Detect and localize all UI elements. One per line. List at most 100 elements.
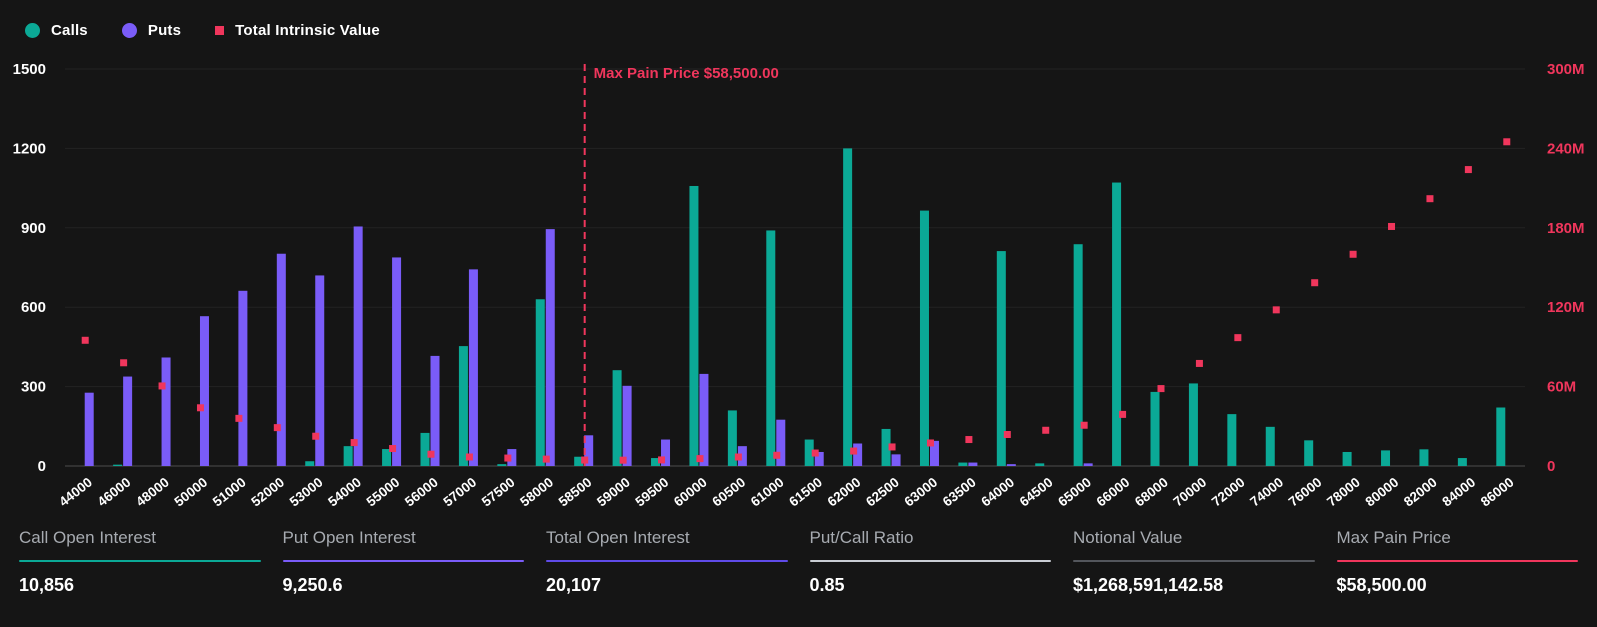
intrinsic-value-dot[interactable] (235, 414, 243, 422)
intrinsic-value-dot[interactable] (1003, 431, 1011, 439)
intrinsic-value-dot[interactable] (850, 447, 858, 455)
put-bar[interactable] (276, 253, 286, 466)
intrinsic-value-dot[interactable] (888, 443, 896, 451)
call-bar[interactable] (1265, 426, 1275, 466)
intrinsic-value-dot[interactable] (1195, 359, 1203, 367)
put-bar[interactable] (545, 229, 555, 466)
call-bar[interactable] (1150, 391, 1160, 466)
put-bar[interactable] (161, 357, 171, 466)
put-bar[interactable] (353, 226, 363, 466)
open-interest-chart[interactable]: 0 0 300 60M 600 120M 900 180M 1200 240M 1500 300M 44… (0, 0, 1597, 525)
intrinsic-value-dot[interactable] (773, 451, 781, 459)
put-bar[interactable] (123, 376, 133, 466)
put-bar[interactable] (1006, 464, 1016, 466)
call-bar[interactable] (343, 446, 353, 466)
intrinsic-value-dot[interactable] (696, 455, 704, 463)
put-bar[interactable] (737, 446, 747, 466)
intrinsic-value-dot[interactable] (196, 404, 204, 412)
call-bar[interactable] (612, 370, 622, 466)
intrinsic-value-dot[interactable] (81, 336, 89, 344)
call-bar[interactable] (382, 449, 392, 466)
intrinsic-value-dot[interactable] (465, 453, 473, 461)
call-bar[interactable] (1073, 244, 1083, 466)
call-bar[interactable] (1304, 440, 1314, 466)
call-bar[interactable] (1496, 407, 1506, 466)
put-bar[interactable] (507, 449, 517, 466)
intrinsic-value-dot[interactable] (1388, 222, 1396, 230)
call-bar[interactable] (497, 464, 507, 466)
put-bar[interactable] (84, 392, 94, 466)
intrinsic-value-dot[interactable] (619, 456, 627, 464)
put-bar[interactable] (968, 462, 978, 466)
call-bar[interactable] (1342, 451, 1352, 466)
intrinsic-value-dot[interactable] (542, 455, 550, 463)
intrinsic-value-dot[interactable] (1349, 250, 1357, 258)
put-bar[interactable] (814, 451, 824, 466)
call-bar[interactable] (1457, 458, 1467, 466)
intrinsic-value-dot[interactable] (1503, 138, 1511, 146)
intrinsic-value-dot[interactable] (504, 454, 512, 462)
call-bar[interactable] (1035, 463, 1045, 466)
intrinsic-value-dot[interactable] (389, 445, 397, 453)
intrinsic-value-dot[interactable] (1080, 421, 1088, 429)
intrinsic-value-dot[interactable] (158, 382, 166, 390)
intrinsic-value-dot[interactable] (120, 359, 128, 367)
call-bar[interactable] (574, 456, 584, 466)
intrinsic-value-dot[interactable] (734, 453, 742, 461)
put-bar[interactable] (776, 419, 786, 466)
intrinsic-value-dot[interactable] (1311, 279, 1319, 287)
call-bar[interactable] (458, 346, 468, 466)
intrinsic-value-dot[interactable] (1042, 426, 1050, 434)
put-bar[interactable] (853, 443, 863, 466)
put-bar[interactable] (891, 454, 901, 466)
intrinsic-value-dot[interactable] (1464, 166, 1472, 174)
call-bar[interactable] (689, 185, 699, 466)
call-bar[interactable] (113, 464, 123, 466)
call-bar[interactable] (420, 432, 430, 466)
call-bar[interactable] (727, 410, 737, 466)
call-bar[interactable] (535, 299, 545, 466)
intrinsic-value-dot[interactable] (1234, 334, 1242, 342)
intrinsic-value-dot[interactable] (581, 456, 589, 464)
intrinsic-value-dot[interactable] (811, 449, 819, 457)
intrinsic-value-dot[interactable] (1119, 410, 1127, 418)
call-bar[interactable] (919, 210, 929, 466)
intrinsic-value-dot[interactable] (312, 432, 320, 440)
put-bar[interactable] (238, 290, 248, 466)
call-bar[interactable] (996, 251, 1006, 466)
intrinsic-value-dot[interactable] (1426, 195, 1434, 203)
call-bar[interactable] (1227, 414, 1237, 466)
put-bar[interactable] (468, 269, 478, 466)
call-bar[interactable] (881, 428, 891, 466)
intrinsic-value-dot[interactable] (1157, 385, 1165, 393)
put-bar[interactable] (315, 275, 325, 466)
legend-item-total-intrinsic-value[interactable]: Total Intrinsic Value (215, 22, 380, 39)
call-bar[interactable] (305, 461, 315, 466)
intrinsic-value-dot[interactable] (1272, 306, 1280, 314)
intrinsic-value-dot[interactable] (350, 439, 358, 447)
put-bar[interactable] (584, 435, 594, 466)
put-bar[interactable] (199, 316, 209, 466)
call-bar[interactable] (1419, 449, 1429, 466)
legend-item-calls[interactable]: Calls (25, 22, 88, 39)
intrinsic-value-dot[interactable] (273, 424, 281, 432)
intrinsic-value-dot[interactable] (658, 456, 666, 464)
call-bar[interactable] (1381, 450, 1391, 466)
call-bar[interactable] (843, 148, 853, 466)
put-bar[interactable] (430, 355, 440, 466)
legend-item-puts[interactable]: Puts (121, 22, 181, 39)
put-bar[interactable] (699, 373, 709, 466)
call-bar[interactable] (1188, 383, 1198, 466)
put-bar[interactable] (622, 385, 632, 466)
call-bar[interactable] (804, 439, 814, 466)
call-bar[interactable] (766, 230, 776, 466)
intrinsic-value-dot[interactable] (427, 450, 435, 458)
call-bar[interactable] (958, 462, 968, 466)
put-bar[interactable] (1083, 463, 1093, 466)
put-bar[interactable] (392, 257, 402, 466)
call-bar[interactable] (651, 458, 661, 466)
put-bar[interactable] (661, 439, 671, 466)
call-bar[interactable] (1112, 182, 1122, 467)
intrinsic-value-dot[interactable] (965, 436, 973, 444)
put-bar[interactable] (929, 440, 939, 466)
